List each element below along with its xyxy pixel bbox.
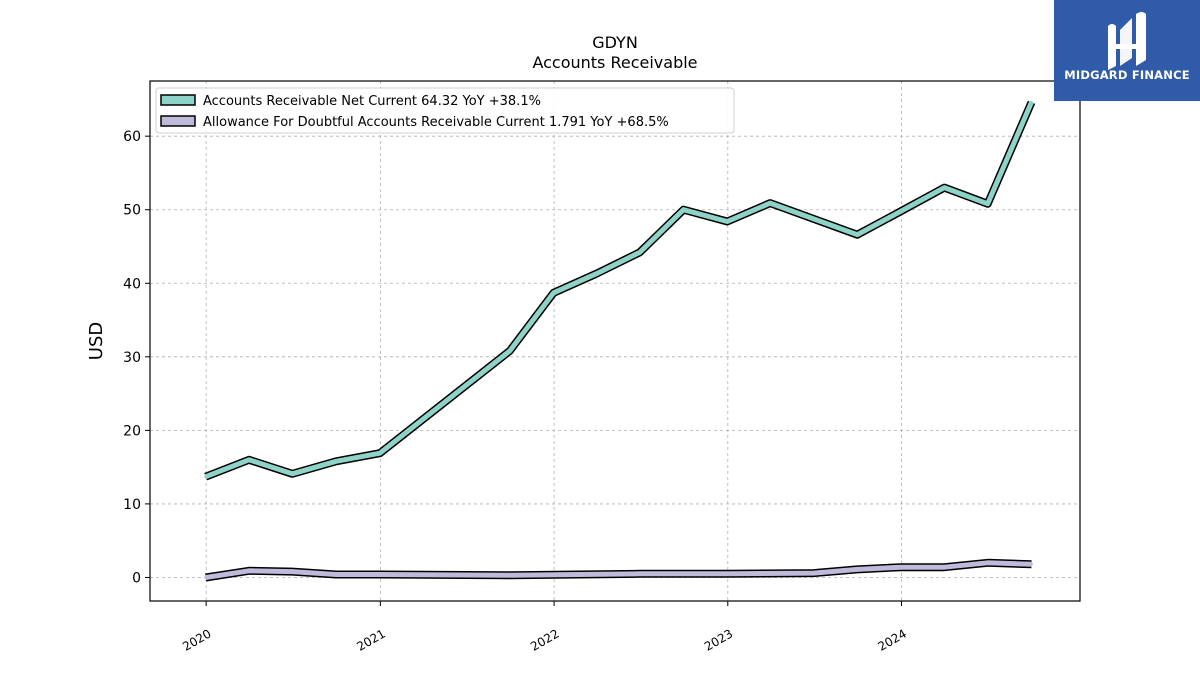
data-point-1-17 [1030,100,1033,104]
x-tick-label: 2023 [702,626,735,653]
data-point-2-6 [508,573,512,577]
data-point-1-6 [508,349,512,353]
data-point-1-3 [290,472,294,476]
data-point-2-4 [334,573,338,576]
legend-swatch-2 [160,115,196,127]
brand-logo: MIDGARD FINANCE [1054,0,1200,101]
x-tick-label: 2024 [876,626,909,653]
data-point-1-14 [899,209,903,213]
logo-mark-icon [1108,12,1146,70]
y-tick-label: 40 [123,276,141,292]
series-layer [204,100,1036,582]
x-tick-label: 2021 [354,626,387,653]
y-tick-label: 50 [123,203,141,219]
data-point-2-9 [812,571,815,575]
chart-title: GDYN [592,33,638,52]
series-line-2 [205,560,1032,580]
data-point-1-7 [552,291,555,295]
chart-subtitle: Accounts Receivable [532,53,697,72]
data-point-1-1 [204,475,208,479]
plot-frame [149,80,1081,602]
legend-label-2: Allowance For Doubtful Accounts Receivab… [203,115,669,130]
y-tick-label: 30 [123,350,141,366]
data-point-1-10 [682,208,685,212]
data-point-1-16 [986,202,990,206]
legend-label-1: Accounts Receivable Net Current 64.32 Yo… [203,94,541,109]
y-tick-label: 0 [132,570,141,586]
data-point-1-5 [378,451,382,455]
data-point-1-15 [943,186,946,190]
data-point-2-5 [378,573,382,576]
data-point-1-13 [855,233,859,237]
y-axis-label: USD [86,322,107,360]
grid [150,81,1080,601]
y-tick-label: 20 [123,423,141,439]
legend-swatch-1 [160,94,196,106]
data-point-2-2 [247,569,251,573]
logo-text: MIDGARD FINANCE [1064,68,1190,82]
data-point-1-4 [334,459,338,463]
data-point-2-11 [899,565,903,569]
series-line-1 [204,101,1034,480]
data-point-1-12 [768,201,772,205]
data-point-2-14 [1030,562,1033,566]
data-point-2-1 [204,576,208,579]
data-point-1-9 [638,251,642,254]
data-point-2-10 [855,568,859,571]
data-point-2-13 [986,561,990,565]
data-point-1-11 [725,220,729,223]
data-point-2-3 [290,570,294,573]
x-tick-label: 2022 [528,626,561,653]
data-point-2-12 [943,565,946,569]
legend-box [155,87,735,134]
legend: Accounts Receivable Net Current 64.32 Yo… [155,87,735,134]
data-point-1-2 [247,458,251,462]
series-outline-1 [204,100,1036,481]
data-point-1-8 [595,272,598,276]
y-tick-label: 10 [123,497,141,513]
data-point-2-8 [725,572,729,576]
y-tick-label: 60 [123,129,141,145]
x-tick-label: 2020 [180,626,213,653]
data-point-2-7 [638,572,642,576]
